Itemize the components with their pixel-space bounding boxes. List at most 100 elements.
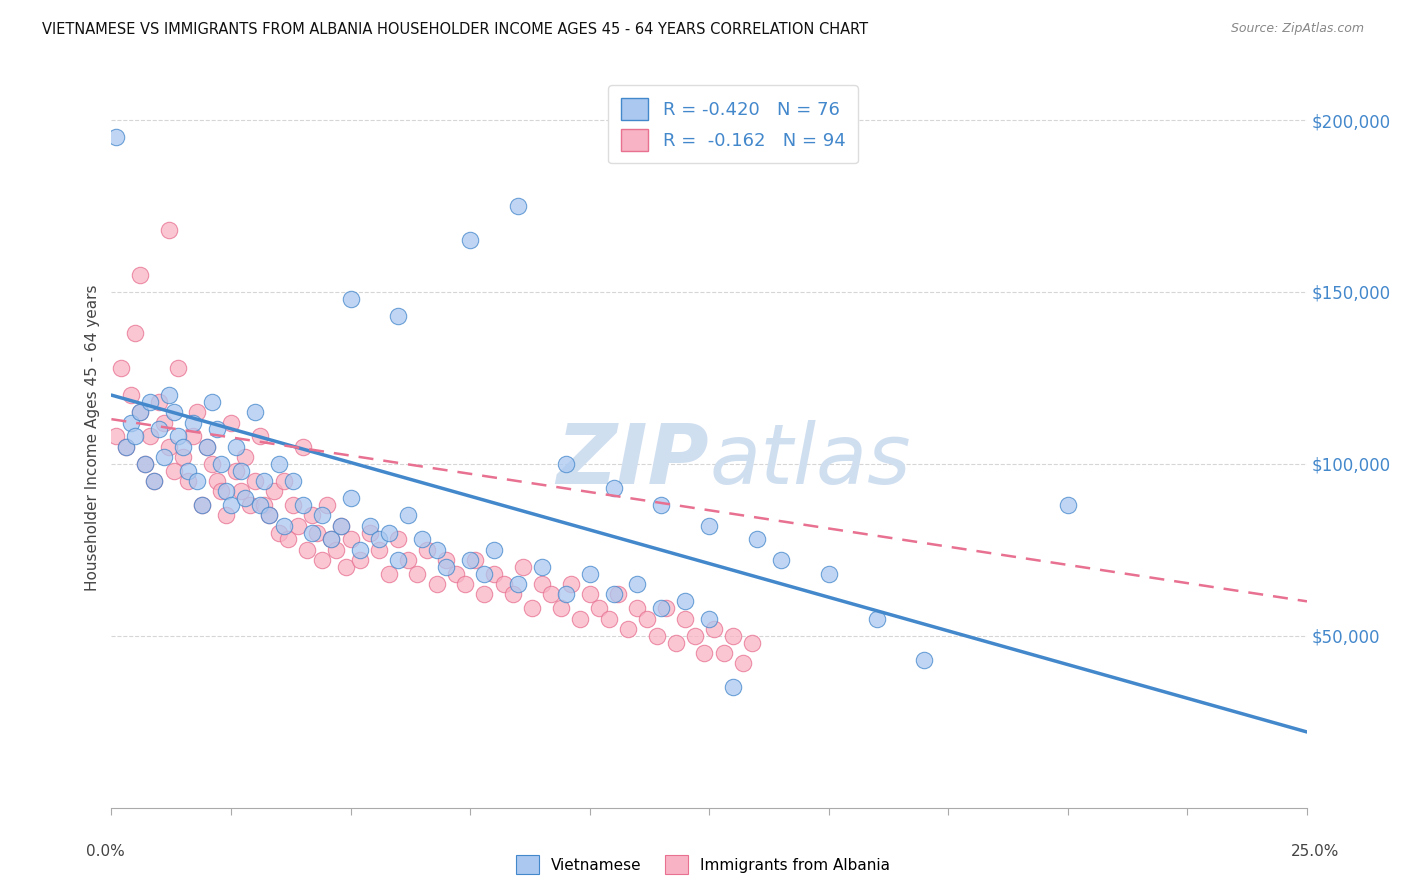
Point [335,560,357,574]
Point [205,474,228,488]
Point [769,553,792,567]
Point [134,457,156,471]
Point [444,566,467,581]
Legend: Vietnamese, Immigrants from Albania: Vietnamese, Immigrants from Albania [510,849,896,880]
Point [209,484,232,499]
Point [530,560,553,574]
Point [745,533,768,547]
Point [588,601,610,615]
Point [502,587,524,601]
Point [233,450,256,464]
Point [387,309,409,323]
Point [741,635,763,649]
Point [257,508,280,523]
Point [378,566,401,581]
Point [153,450,176,464]
Point [330,518,353,533]
Point [522,601,544,615]
Point [817,566,839,581]
Point [731,657,754,671]
Point [243,405,266,419]
Point [186,405,208,419]
Point [540,587,562,601]
Point [243,474,266,488]
Point [330,518,353,533]
Point [263,484,285,499]
Point [865,611,887,625]
Point [349,553,371,567]
Point [530,577,553,591]
Point [645,629,668,643]
Point [120,416,142,430]
Text: VIETNAMESE VS IMMIGRANTS FROM ALBANIA HOUSEHOLDER INCOME AGES 45 - 64 YEARS CORR: VIETNAMESE VS IMMIGRANTS FROM ALBANIA HO… [42,22,869,37]
Point [569,611,592,625]
Point [191,498,214,512]
Point [181,416,204,430]
Point [201,457,224,471]
Point [138,395,160,409]
Point [650,601,672,615]
Point [129,405,152,419]
Point [301,525,323,540]
Point [186,474,208,488]
Point [598,611,620,625]
Point [195,440,218,454]
Point [281,498,304,512]
Point [703,622,725,636]
Point [281,474,304,488]
Point [291,440,314,454]
Point [195,440,218,454]
Point [157,440,180,454]
Point [464,553,486,567]
Point [506,577,529,591]
Point [406,566,429,581]
Point [426,542,449,557]
Point [482,566,505,581]
Point [454,577,477,591]
Point [368,542,391,557]
Point [267,525,290,540]
Point [124,429,146,443]
Point [560,577,582,591]
Point [554,587,576,601]
Point [229,484,252,499]
Point [124,326,146,341]
Point [912,653,935,667]
Point [554,457,576,471]
Text: atlas: atlas [709,420,911,500]
Point [167,429,190,443]
Point [349,542,371,557]
Point [191,498,214,512]
Point [325,542,347,557]
Point [205,422,228,436]
Point [267,457,290,471]
Point [315,498,337,512]
Point [157,388,180,402]
Point [201,395,224,409]
Y-axis label: Householder Income Ages 45 - 64 years: Householder Income Ages 45 - 64 years [86,285,100,591]
Point [411,533,433,547]
Point [626,601,648,615]
Point [434,560,457,574]
Point [636,611,658,625]
Text: Source: ZipAtlas.com: Source: ZipAtlas.com [1230,22,1364,36]
Point [157,223,180,237]
Point [683,629,706,643]
Point [474,587,496,601]
Point [307,525,329,540]
Point [359,525,381,540]
Point [697,518,720,533]
Point [129,268,152,282]
Point [434,553,457,567]
Point [177,474,200,488]
Text: 0.0%: 0.0% [86,845,125,859]
Point [578,566,600,581]
Point [339,533,361,547]
Point [1057,498,1080,512]
Point [239,498,262,512]
Point [697,611,720,625]
Point [607,587,630,601]
Point [458,553,481,567]
Legend: R = -0.420   N = 76, R =  -0.162   N = 94: R = -0.420 N = 76, R = -0.162 N = 94 [609,85,858,163]
Point [120,388,142,402]
